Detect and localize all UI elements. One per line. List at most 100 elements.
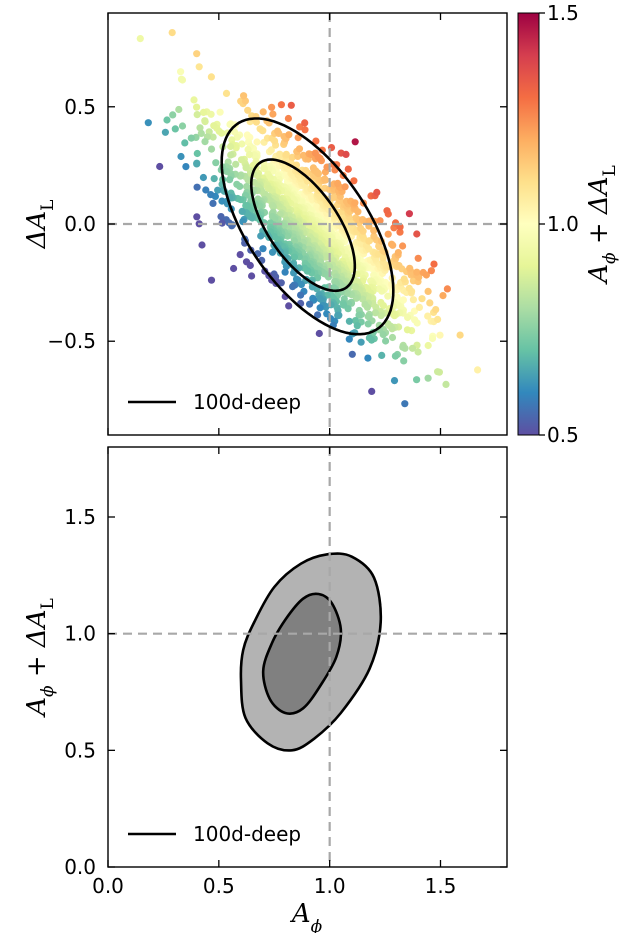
scatter-point [388,325,396,333]
y-tick-label: 0.5 [64,738,96,762]
scatter-point [242,202,250,210]
scatter-point [190,96,198,104]
scatter-point [282,150,290,158]
scatter-point [209,133,217,141]
scatter-point [343,289,351,297]
scatter-point [340,301,348,309]
ytick-labels: −0.5 0.0 0.5 [47,95,96,353]
scatter-point [163,116,171,124]
ticks [107,447,507,868]
x-tick-label: 0.5 [203,874,235,898]
colorbar-tick-label: 0.5 [547,423,579,447]
scatter-point [434,368,442,376]
scatter-point [187,134,195,142]
scatter-point [181,139,189,147]
scatter-point [430,260,438,268]
scatter-point [193,50,201,58]
scatter-point [248,272,256,280]
scatter-point [236,251,244,259]
scatter-point [271,137,279,145]
scatter-point [232,160,240,168]
scatter-point [290,237,298,245]
scatter-point [345,335,353,343]
scatter-point [413,268,421,276]
scatter-point [161,128,169,136]
scatter-point [399,343,407,351]
scatter-point [350,177,358,185]
scatter-point [401,400,409,408]
scatter-point [168,28,176,37]
scatter-point [193,103,201,111]
scatter-point [214,186,222,194]
xtick-labels: 0.0 0.5 1.0 1.5 [92,874,456,898]
scatter-point [193,213,201,221]
y-axis-label: Aϕ + ΔAL [22,598,58,718]
y-axis-label: ΔAL [22,200,58,250]
scatter-point [345,317,353,325]
scatter-point [297,291,305,299]
scatter-point [321,175,329,183]
scatter-point [285,131,293,139]
scatter-point [253,138,261,146]
scatter-point [199,173,207,182]
scatter-point [215,127,223,135]
scatter-point [300,264,308,272]
scatter-point [382,337,390,345]
scatter-point [207,191,215,199]
scatter-point [312,137,320,145]
scatter-point [169,111,177,119]
scatter-point [260,164,268,172]
scatter-point [171,125,179,133]
scatter-point [182,163,190,171]
colorbar-tick-labels: 0.5 1.0 1.5 [547,1,579,447]
scatter-point [406,264,414,272]
scatter-point [227,151,235,159]
scatter-point [209,199,217,207]
scatter-point [342,150,350,158]
scatter-point [195,63,203,71]
scatter-point [409,296,417,304]
scatter-point [353,322,361,330]
scatter-point [396,228,404,236]
x-tick-label: 0.0 [92,874,124,898]
colorbar-ticks [539,12,545,436]
scatter-point [316,304,324,312]
scatter-point [414,254,422,262]
scatter-point [351,138,359,146]
scatter-point [334,311,342,319]
scatter-point [432,306,440,314]
y-tick-label: −0.5 [47,329,96,353]
scatter-point [355,311,363,319]
scatter-point [442,380,450,388]
scatter-point [259,245,267,253]
scatter-point [277,101,285,109]
scatter-point [226,120,234,128]
x-tick-label: 1.5 [425,874,457,898]
scatter-point [196,124,204,132]
scatter-point [227,142,235,151]
scatter-point [306,300,314,308]
scatter-point [405,210,413,218]
scatter-point [364,320,372,328]
scatter-point [414,348,422,356]
scatter-point [226,176,234,184]
scatter-point [290,253,298,261]
scatter-point [198,241,206,249]
scatter-point [379,254,387,262]
scatter-point [316,295,324,303]
scatter-point [307,192,315,200]
scatter-point [218,197,226,205]
contour-68pct [250,158,357,293]
scatter-point [311,149,319,157]
scatter-point [357,338,365,346]
scatter-point [177,152,185,161]
scatter-point [424,374,432,382]
scatter-point [315,329,323,338]
scatter-point [389,241,397,249]
scatter-point [379,302,387,310]
scatter-point [379,330,387,339]
x-axis-label: Aϕ [290,899,323,933]
ticks [107,13,507,435]
scatter-point [394,249,402,257]
plot-frame [107,446,508,868]
